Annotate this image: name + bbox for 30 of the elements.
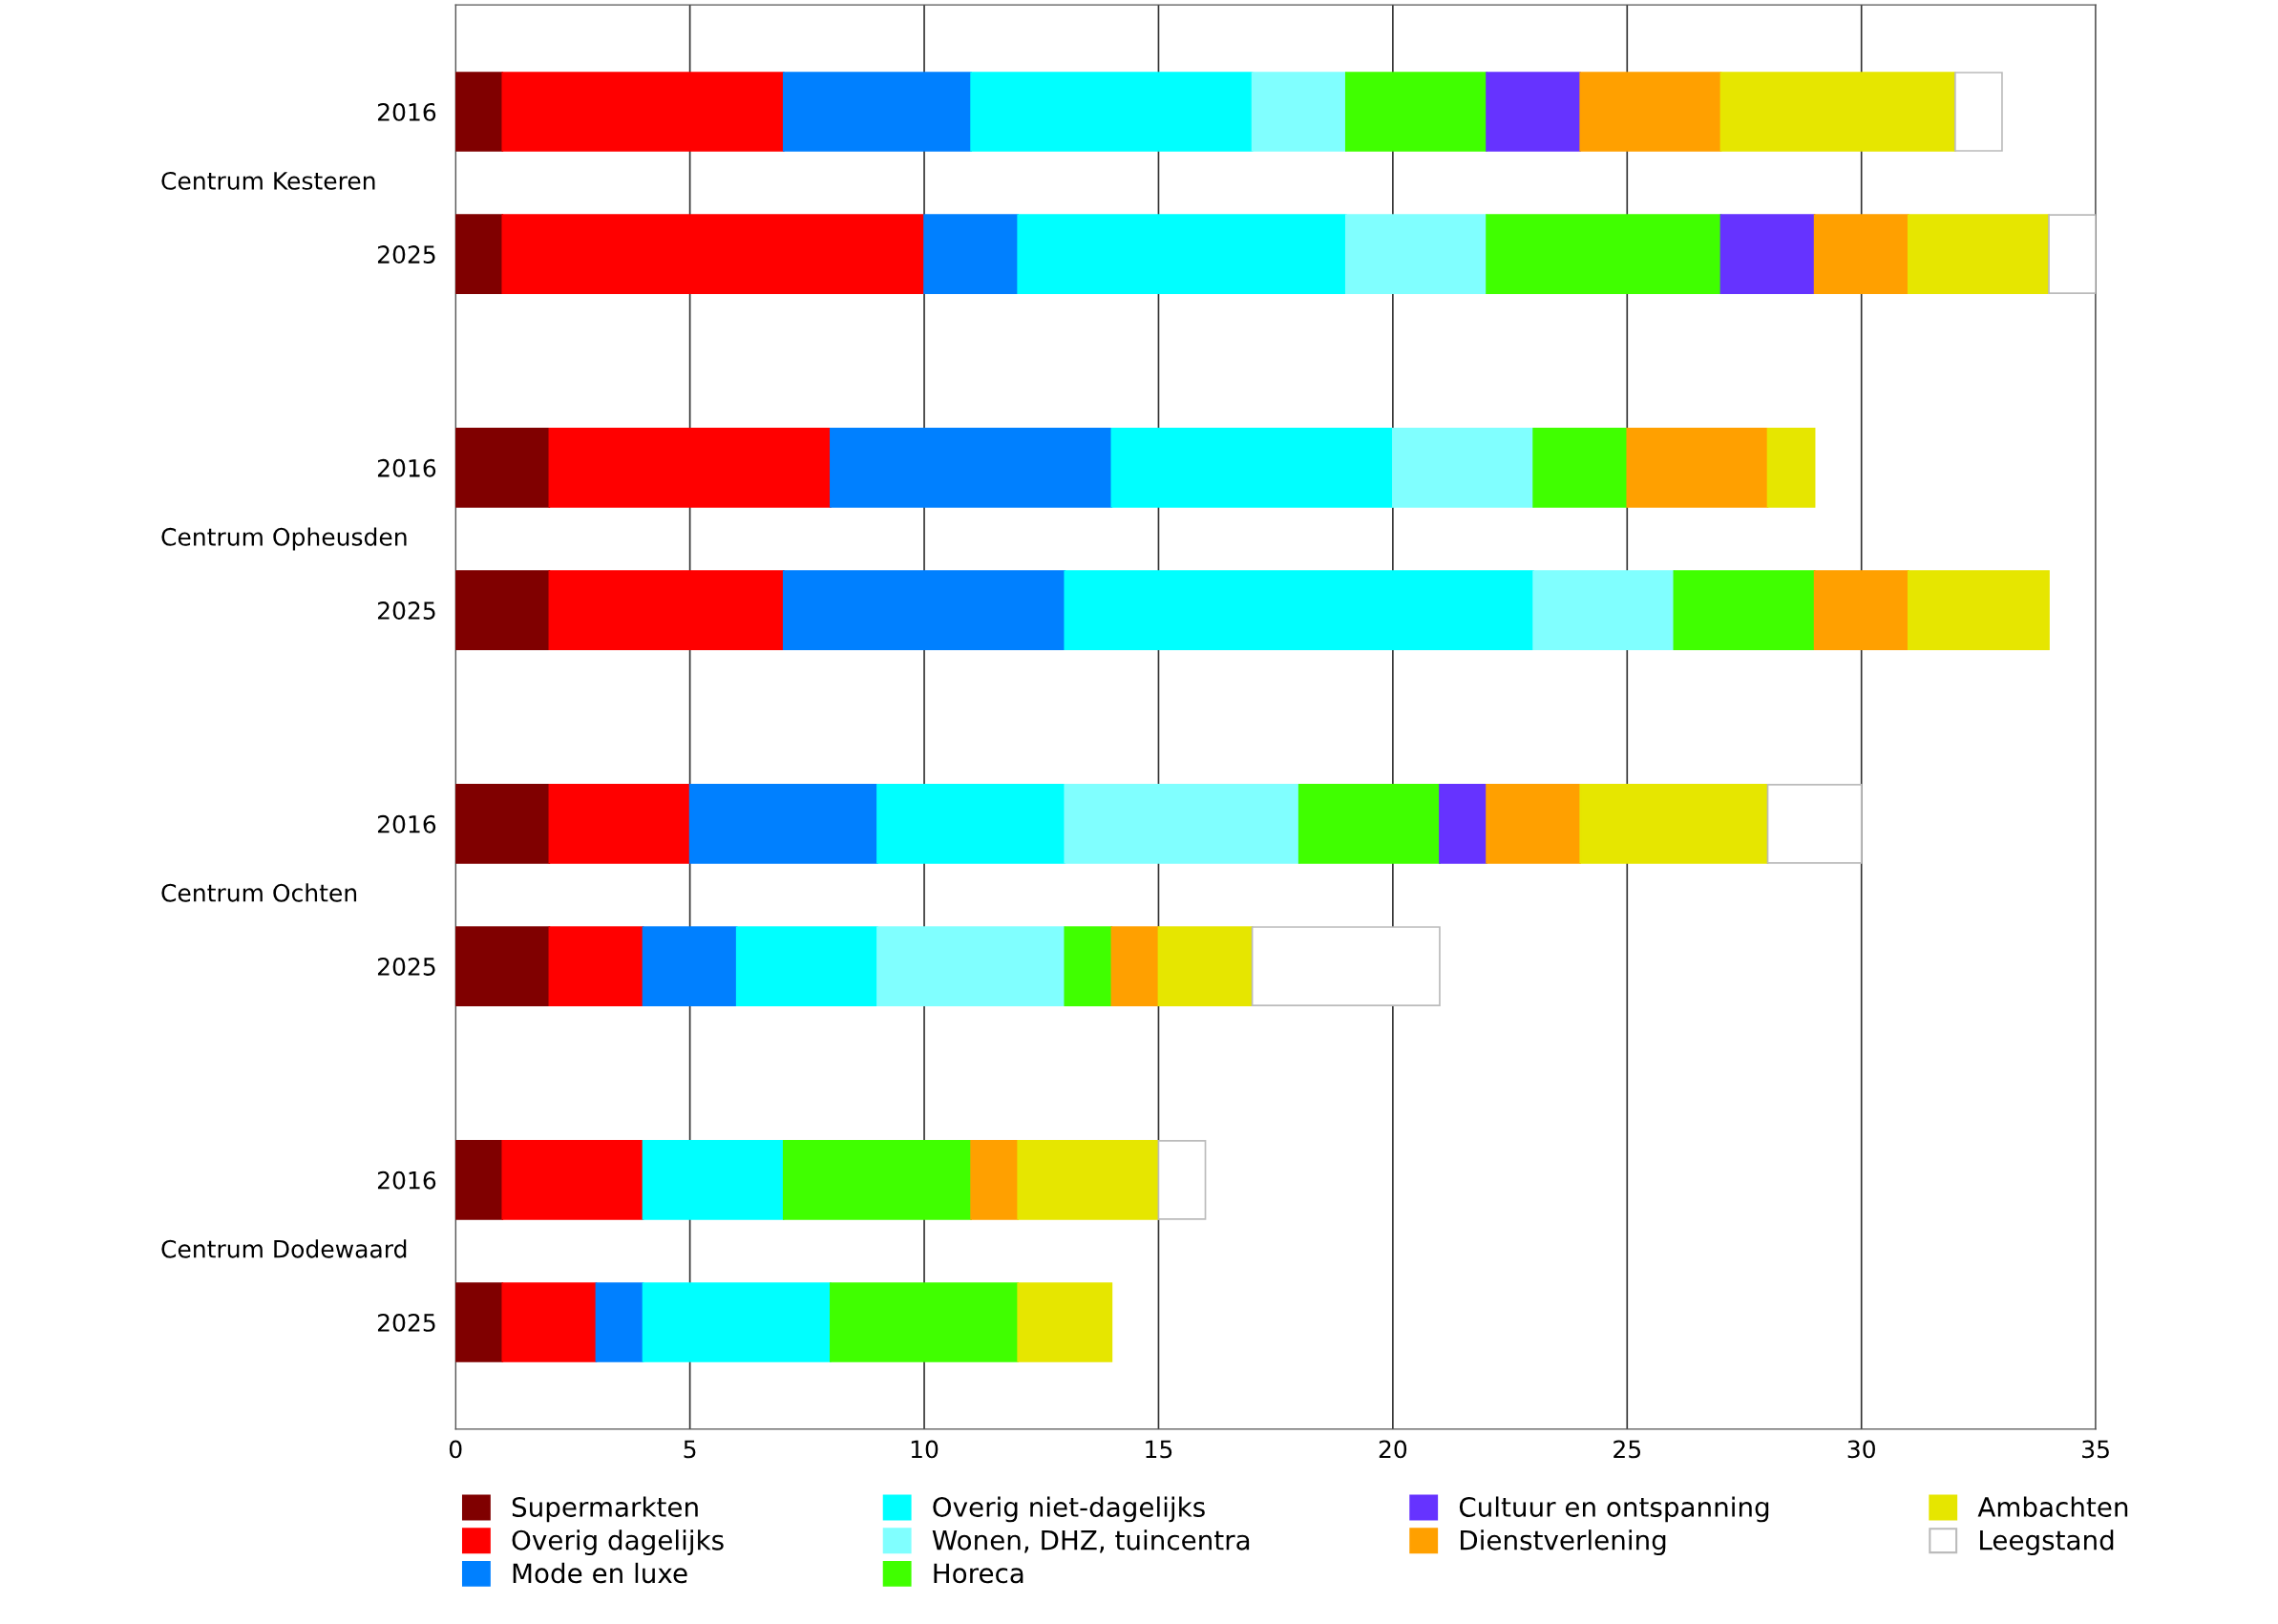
- x-tick-label: 5: [684, 1440, 696, 1459]
- legend-label: Dienstverlening: [1461, 1529, 1666, 1556]
- y-tick-label: 2016: [377, 814, 436, 833]
- legend-label: Supermarkten: [512, 1496, 698, 1523]
- legend-label: Overig niet-dagelijks: [933, 1496, 1205, 1523]
- text: Centrum Kesteren: [161, 171, 375, 190]
- legend-label: Mode en luxe: [513, 1562, 687, 1584]
- text: Centrum Opheusden: [161, 527, 407, 551]
- x-tick-label: 30: [1847, 1440, 1875, 1459]
- x-tick-label: 25: [1614, 1440, 1641, 1459]
- text: Centrum Ochten: [161, 883, 357, 902]
- x-tick-label: 10: [911, 1440, 939, 1459]
- y-tick-label: 2025: [377, 601, 435, 620]
- y-tick-label: 2025: [377, 245, 435, 264]
- y-tick-label: 2016: [377, 1171, 436, 1190]
- x-tick-label: 0: [449, 1440, 462, 1459]
- y-tick-label: 2025: [377, 1313, 435, 1332]
- x-tick-label: 15: [1146, 1440, 1172, 1459]
- legend-label: Ambachten: [1977, 1496, 2128, 1517]
- y-tick-label: 2016: [377, 102, 436, 121]
- x-tick-label: 20: [1379, 1440, 1407, 1459]
- x-tick-label: 35: [2082, 1440, 2109, 1459]
- legend-label: Cultuur en ontspanning: [1459, 1496, 1769, 1523]
- legend-label: Wonen, DHZ, tuincentra: [932, 1529, 1250, 1553]
- text: Centrum Dodewaard: [161, 1239, 407, 1258]
- y-tick-label: 2016: [377, 458, 436, 477]
- legend-label: Leegstand: [1980, 1529, 2114, 1556]
- y-tick-label: 2025: [377, 958, 435, 976]
- legend-label: Horeca: [934, 1563, 1023, 1584]
- legend-label: Overig dagelijks: [512, 1529, 724, 1556]
